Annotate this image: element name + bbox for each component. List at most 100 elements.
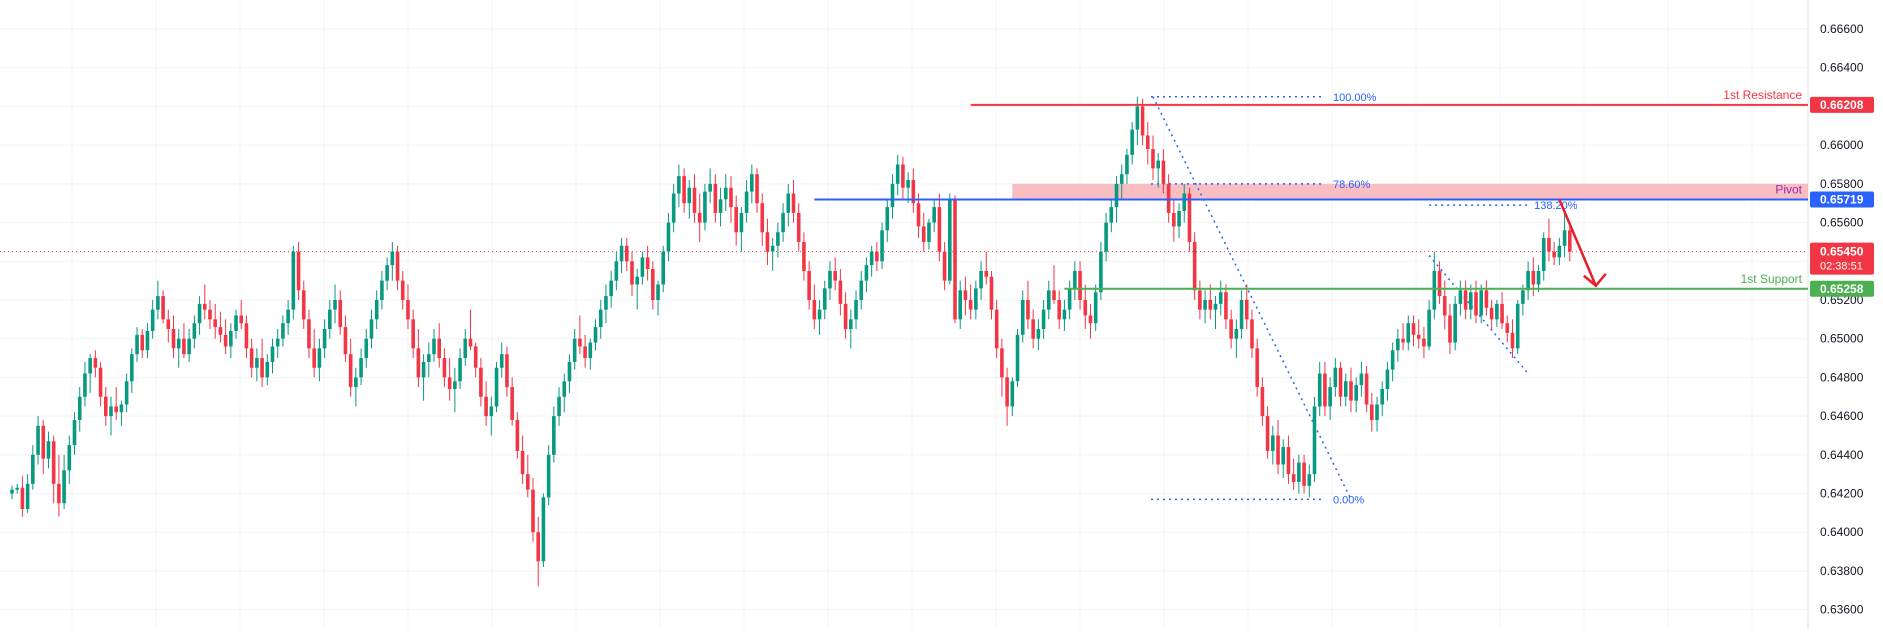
- candle-body[interactable]: [1557, 245, 1562, 258]
- candle-body[interactable]: [1135, 106, 1140, 130]
- candle-body[interactable]: [557, 396, 561, 417]
- candle-body[interactable]: [234, 315, 238, 331]
- candle-body[interactable]: [1291, 474, 1296, 482]
- candle-body[interactable]: [1396, 338, 1400, 351]
- candle-body[interactable]: [98, 367, 103, 397]
- candle-body[interactable]: [1198, 290, 1202, 310]
- candle-body[interactable]: [1203, 299, 1207, 310]
- candle-body[interactable]: [1416, 334, 1421, 339]
- candle-body[interactable]: [1015, 334, 1020, 382]
- candle-body[interactable]: [906, 179, 910, 188]
- candle-body[interactable]: [1442, 296, 1447, 316]
- candle-body[interactable]: [1333, 367, 1338, 388]
- candle-body[interactable]: [1531, 270, 1536, 285]
- candle-body[interactable]: [31, 454, 35, 484]
- candle-body[interactable]: [1422, 338, 1426, 347]
- candle-body[interactable]: [72, 419, 77, 446]
- candle-body[interactable]: [114, 406, 118, 413]
- candle-body[interactable]: [421, 361, 426, 378]
- candle-body[interactable]: [255, 358, 259, 368]
- candle-body[interactable]: [948, 199, 952, 281]
- candle-body[interactable]: [489, 406, 494, 417]
- candle-body[interactable]: [1510, 332, 1515, 349]
- candle-body[interactable]: [1099, 251, 1103, 293]
- candle-body[interactable]: [1093, 292, 1098, 324]
- candle-body[interactable]: [781, 212, 785, 233]
- candle-body[interactable]: [750, 174, 754, 192]
- candle-body[interactable]: [927, 222, 931, 242]
- candle-body[interactable]: [963, 290, 968, 300]
- candle-body[interactable]: [1286, 447, 1291, 475]
- candle-body[interactable]: [88, 358, 92, 374]
- candle-body[interactable]: [619, 245, 624, 262]
- candle-body[interactable]: [239, 315, 244, 324]
- candle-body[interactable]: [301, 290, 306, 320]
- candle-body[interactable]: [484, 396, 488, 417]
- candle-body[interactable]: [171, 329, 176, 349]
- candle-body[interactable]: [984, 270, 989, 277]
- candle-body[interactable]: [275, 338, 280, 347]
- candle-body[interactable]: [1474, 292, 1478, 316]
- candle-body[interactable]: [223, 334, 228, 347]
- candle-body[interactable]: [864, 265, 869, 281]
- candle-body[interactable]: [10, 489, 14, 494]
- candle-body[interactable]: [895, 164, 900, 184]
- candle-body[interactable]: [536, 532, 541, 562]
- candle-body[interactable]: [729, 187, 733, 208]
- candle-body[interactable]: [1312, 406, 1317, 475]
- candle-body[interactable]: [1119, 174, 1124, 184]
- candle-body[interactable]: [140, 334, 145, 351]
- candle-body[interactable]: [1354, 385, 1358, 401]
- candle-body[interactable]: [994, 309, 999, 349]
- candle-body[interactable]: [1166, 183, 1171, 213]
- candle-body[interactable]: [437, 338, 442, 359]
- candle-body[interactable]: [1177, 210, 1181, 227]
- candle-body[interactable]: [1255, 348, 1259, 388]
- candle-body[interactable]: [541, 497, 546, 562]
- candle-body[interactable]: [499, 354, 504, 368]
- candle-body[interactable]: [338, 299, 343, 328]
- candle-body[interactable]: [1328, 387, 1332, 407]
- candle-body[interactable]: [531, 489, 535, 533]
- candle-body[interactable]: [713, 183, 718, 213]
- candle-body[interactable]: [447, 377, 452, 390]
- candle-body[interactable]: [890, 183, 895, 208]
- candle-body[interactable]: [1375, 404, 1379, 420]
- candle-body[interactable]: [630, 261, 634, 285]
- candle-body[interactable]: [1250, 319, 1254, 349]
- candle-body[interactable]: [442, 358, 447, 378]
- candle-body[interactable]: [510, 387, 514, 420]
- candle-body[interactable]: [833, 270, 837, 281]
- candle-body[interactable]: [682, 176, 686, 204]
- candle-body[interactable]: [103, 396, 108, 417]
- candle-body[interactable]: [953, 199, 957, 320]
- candle-body[interactable]: [77, 396, 82, 420]
- candle-body[interactable]: [328, 309, 332, 330]
- candle-body[interactable]: [875, 251, 879, 262]
- candle-body[interactable]: [317, 348, 322, 368]
- candle-body[interactable]: [150, 309, 155, 331]
- candle-body[interactable]: [1078, 270, 1082, 300]
- candle-body[interactable]: [744, 191, 749, 213]
- candle-body[interactable]: [1411, 323, 1416, 335]
- candle-body[interactable]: [1265, 416, 1270, 451]
- candle-body[interactable]: [161, 296, 165, 320]
- candle-body[interactable]: [1385, 369, 1390, 390]
- candle-body[interactable]: [400, 280, 405, 300]
- candle-body[interactable]: [166, 319, 171, 330]
- candle-body[interactable]: [770, 245, 775, 252]
- candle-body[interactable]: [1343, 381, 1348, 397]
- candle-body[interactable]: [67, 445, 72, 471]
- candle-body[interactable]: [1437, 270, 1442, 297]
- candle-body[interactable]: [718, 199, 723, 213]
- candle-body[interactable]: [348, 354, 353, 388]
- candle-body[interactable]: [411, 319, 415, 349]
- candle-body[interactable]: [932, 207, 936, 223]
- candle-body[interactable]: [1239, 299, 1244, 330]
- candle-body[interactable]: [885, 207, 890, 231]
- candle-body[interactable]: [791, 193, 796, 213]
- candle-body[interactable]: [708, 183, 712, 192]
- candle-body[interactable]: [395, 251, 400, 281]
- candle-body[interactable]: [1244, 299, 1249, 320]
- candle-body[interactable]: [859, 280, 864, 300]
